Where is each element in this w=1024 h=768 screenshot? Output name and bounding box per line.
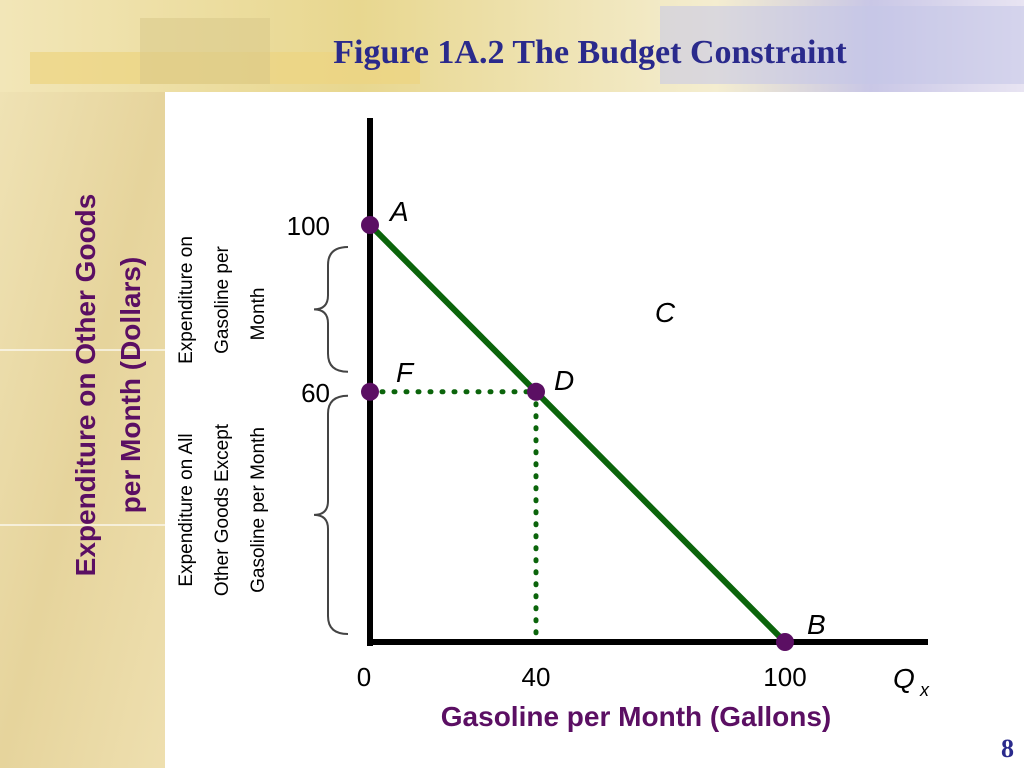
banner-leaf-panel <box>140 18 270 84</box>
y-axis-label-line-2: per Month (Dollars) <box>115 257 146 514</box>
x-axis-label: Gasoline per Month (Gallons) <box>441 701 831 732</box>
y-tick-label-100: 100 <box>287 211 330 241</box>
brace-gasoline <box>313 246 349 373</box>
region-label-c: C <box>655 297 676 328</box>
point-label-b: B <box>807 609 826 640</box>
x-tick-label-40: 40 <box>522 662 551 692</box>
point-label-f: F <box>396 357 415 388</box>
brace-label-gasoline-2: Month <box>248 288 269 341</box>
brace-label-gasoline-0: Expenditure on <box>176 236 197 364</box>
point-d <box>527 382 545 401</box>
brace-label-other-goods-0: Expenditure on All <box>176 433 197 586</box>
brace-label-other-goods-1: Other Goods Except <box>212 423 233 596</box>
point-label-a: A <box>388 196 409 227</box>
x-tick-label-100: 100 <box>763 662 806 692</box>
budget-line-0 <box>367 222 788 645</box>
x-axis-symbol: Q <box>893 663 915 694</box>
point-label-d: D <box>554 365 574 396</box>
x-axis-symbol-subscript: x <box>919 680 930 700</box>
brace-label-other-goods-2: Gasoline per Month <box>248 427 269 593</box>
page-number: 8 <box>1001 734 1014 763</box>
point-a <box>361 216 379 234</box>
slide-title: Figure 1A.2 The Budget Constraint <box>333 34 847 71</box>
point-f <box>361 382 379 401</box>
brace-other-goods <box>313 394 349 635</box>
brace-label-gasoline-1: Gasoline per <box>212 245 233 353</box>
point-b <box>776 633 794 651</box>
x-tick-label-0: 0 <box>357 662 371 692</box>
y-axis-label-line-1: Expenditure on Other Goods <box>70 194 101 577</box>
y-tick-label-60: 60 <box>301 378 330 408</box>
banner-flower-panel <box>660 6 1024 84</box>
